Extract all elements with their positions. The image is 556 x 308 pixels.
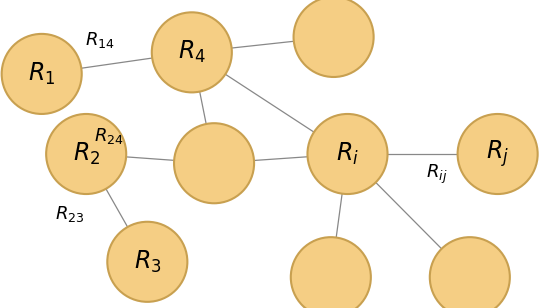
Ellipse shape [46, 114, 126, 194]
Text: $\mathit{R}_2$: $\mathit{R}_2$ [72, 141, 100, 167]
Ellipse shape [174, 123, 254, 203]
Ellipse shape [2, 34, 82, 114]
Ellipse shape [294, 0, 374, 77]
Text: $R_{14}$: $R_{14}$ [85, 30, 115, 50]
Text: $R_{23}$: $R_{23}$ [54, 204, 85, 224]
Text: $R_{ij}$: $R_{ij}$ [426, 162, 447, 186]
Text: $\mathit{R}_4$: $\mathit{R}_4$ [178, 39, 206, 66]
Text: $\mathit{R}_j$: $\mathit{R}_j$ [486, 139, 509, 169]
Text: $\mathit{R}_i$: $\mathit{R}_i$ [336, 141, 359, 167]
Ellipse shape [430, 237, 510, 308]
Ellipse shape [458, 114, 538, 194]
Text: $\mathit{R}_1$: $\mathit{R}_1$ [28, 61, 56, 87]
Ellipse shape [291, 237, 371, 308]
Ellipse shape [152, 12, 232, 92]
Text: $R_{24}$: $R_{24}$ [93, 126, 123, 145]
Ellipse shape [307, 114, 388, 194]
Ellipse shape [107, 222, 187, 302]
Text: $\mathit{R}_3$: $\mathit{R}_3$ [133, 249, 161, 275]
